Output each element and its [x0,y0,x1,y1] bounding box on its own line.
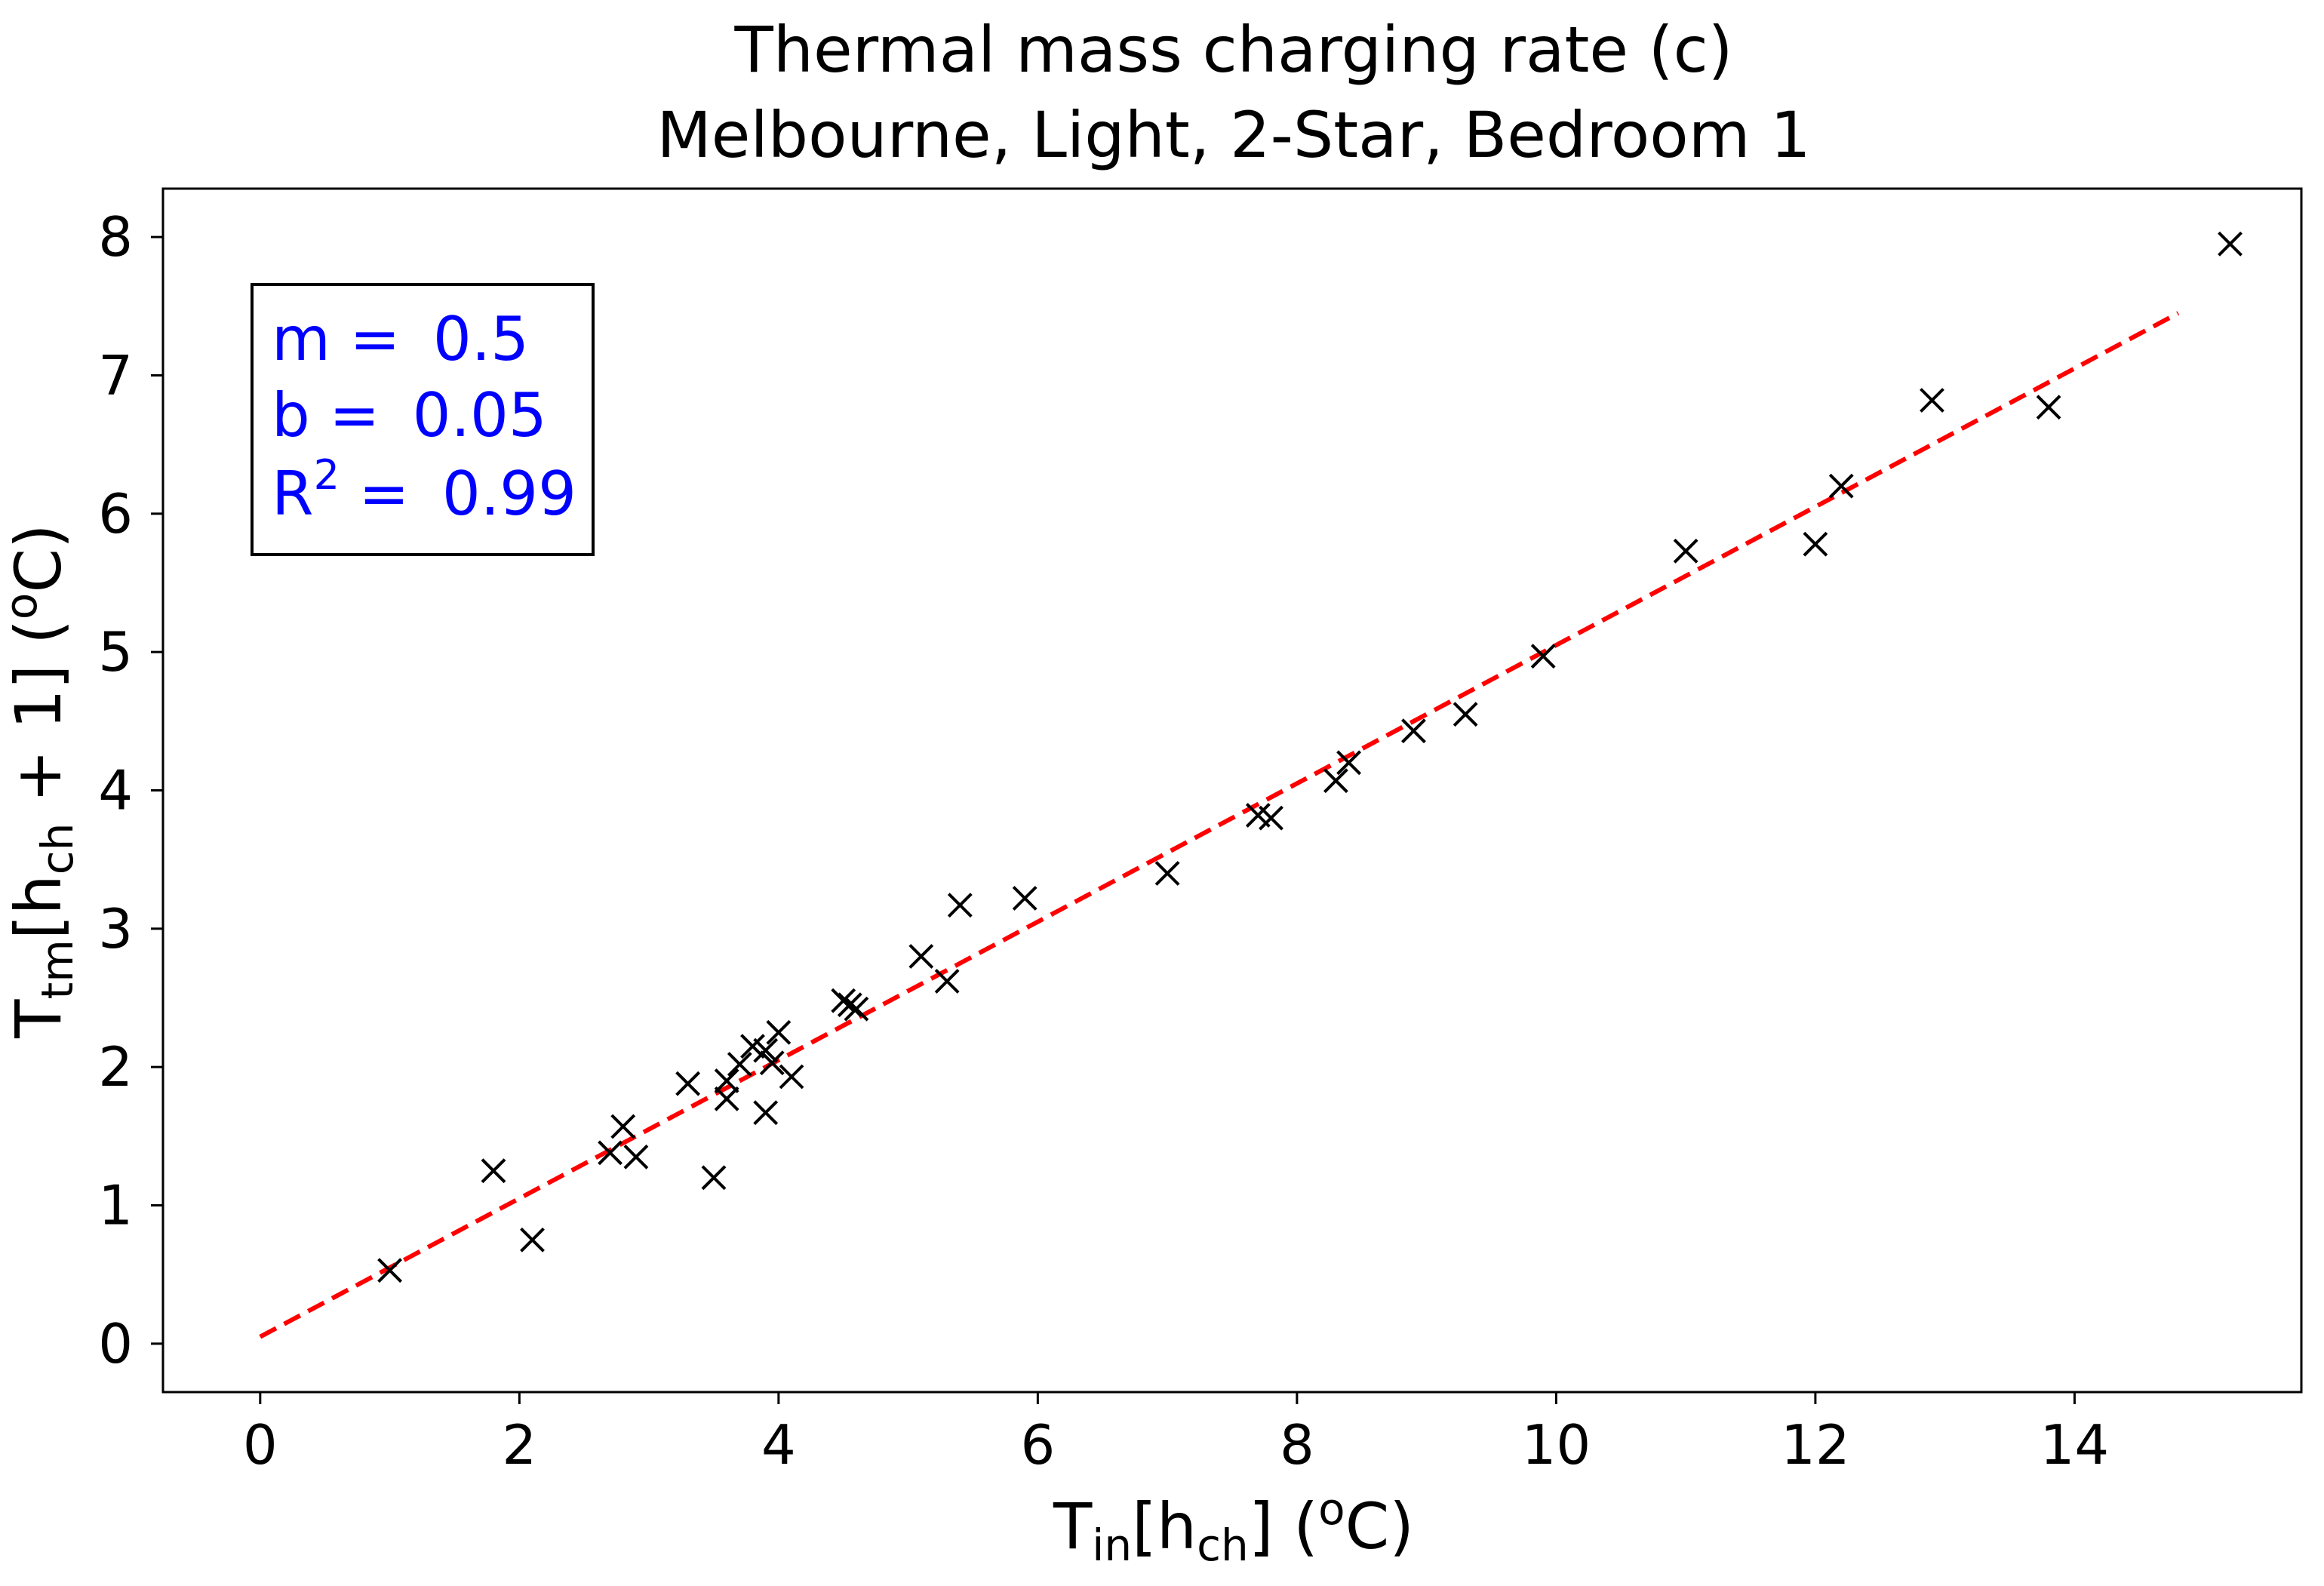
fit-line-layer [259,311,2180,1339]
x-tick-label: 6 [1020,1413,1055,1477]
y-tick-label: 1 [98,1174,133,1237]
data-point [520,1227,545,1253]
y-tick-label: 4 [98,759,133,822]
data-point [1012,886,1038,911]
data-point [1673,538,1698,564]
x-tick-label: 14 [2040,1413,2110,1477]
data-point [623,1144,649,1170]
fit-stats-box: m = 0.5 b = 0.05 R2 = 0.99 [251,283,595,556]
data-point [947,893,973,918]
data-point [610,1114,636,1139]
data-point [481,1158,506,1184]
data-point [598,1140,622,1166]
data-point [1530,644,1556,669]
data-point [701,1165,727,1191]
data-point [2036,395,2061,420]
data-point [2218,231,2243,257]
data-point [844,996,869,1022]
data-point [1452,702,1478,727]
data-point [753,1037,779,1063]
data-point [1154,861,1180,886]
x-tick-label: 8 [1280,1413,1314,1477]
fit-line [259,311,2180,1339]
data-point [759,1050,785,1076]
r-squared-text: R2 = 0.99 [272,451,576,529]
x-axis-label: Tin[hch] (oC) [1053,1483,1414,1571]
data-point [714,1068,739,1093]
x-tick-label: 12 [1781,1413,1850,1477]
data-point [831,988,856,1013]
data-point [779,1064,804,1090]
x-tick-label: 0 [243,1413,278,1477]
x-tick-label: 4 [761,1413,796,1477]
data-points-layer [377,231,2243,1283]
y-tick-label: 6 [98,482,133,546]
chart-title: Thermal mass charging rate (c) [733,13,1732,87]
y-axis-label: Ttm[hch + 1] (oC) [0,524,83,1039]
intercept-text: b = 0.05 [272,380,547,450]
data-point [837,992,862,1018]
data-point [1323,768,1348,794]
x-tick-label: 10 [1522,1413,1591,1477]
data-point [727,1052,752,1077]
data-point [377,1258,402,1283]
y-tick-label: 0 [98,1312,133,1375]
y-tick-label: 3 [98,897,133,961]
data-point [1259,805,1283,831]
data-point [908,944,934,969]
data-point [753,1100,779,1126]
data-point [1336,750,1361,776]
y-tick-label: 5 [98,620,133,684]
data-point [1828,473,1854,499]
data-point [766,1019,792,1045]
y-tick-label: 2 [98,1035,133,1099]
y-tick-label: 8 [98,205,133,269]
data-point [934,969,960,994]
data-point [1920,388,1944,413]
fit-stats-frame [251,283,595,556]
slope-text: m = 0.5 [272,304,529,374]
data-point [714,1086,739,1111]
chart-subtitle: Melbourne, Light, 2-Star, Bedroom 1 [656,98,1810,172]
data-point [675,1071,701,1096]
data-point [1803,531,1828,557]
x-tick-label: 2 [502,1413,536,1477]
y-tick-label: 7 [98,344,133,407]
data-point [1401,718,1426,744]
